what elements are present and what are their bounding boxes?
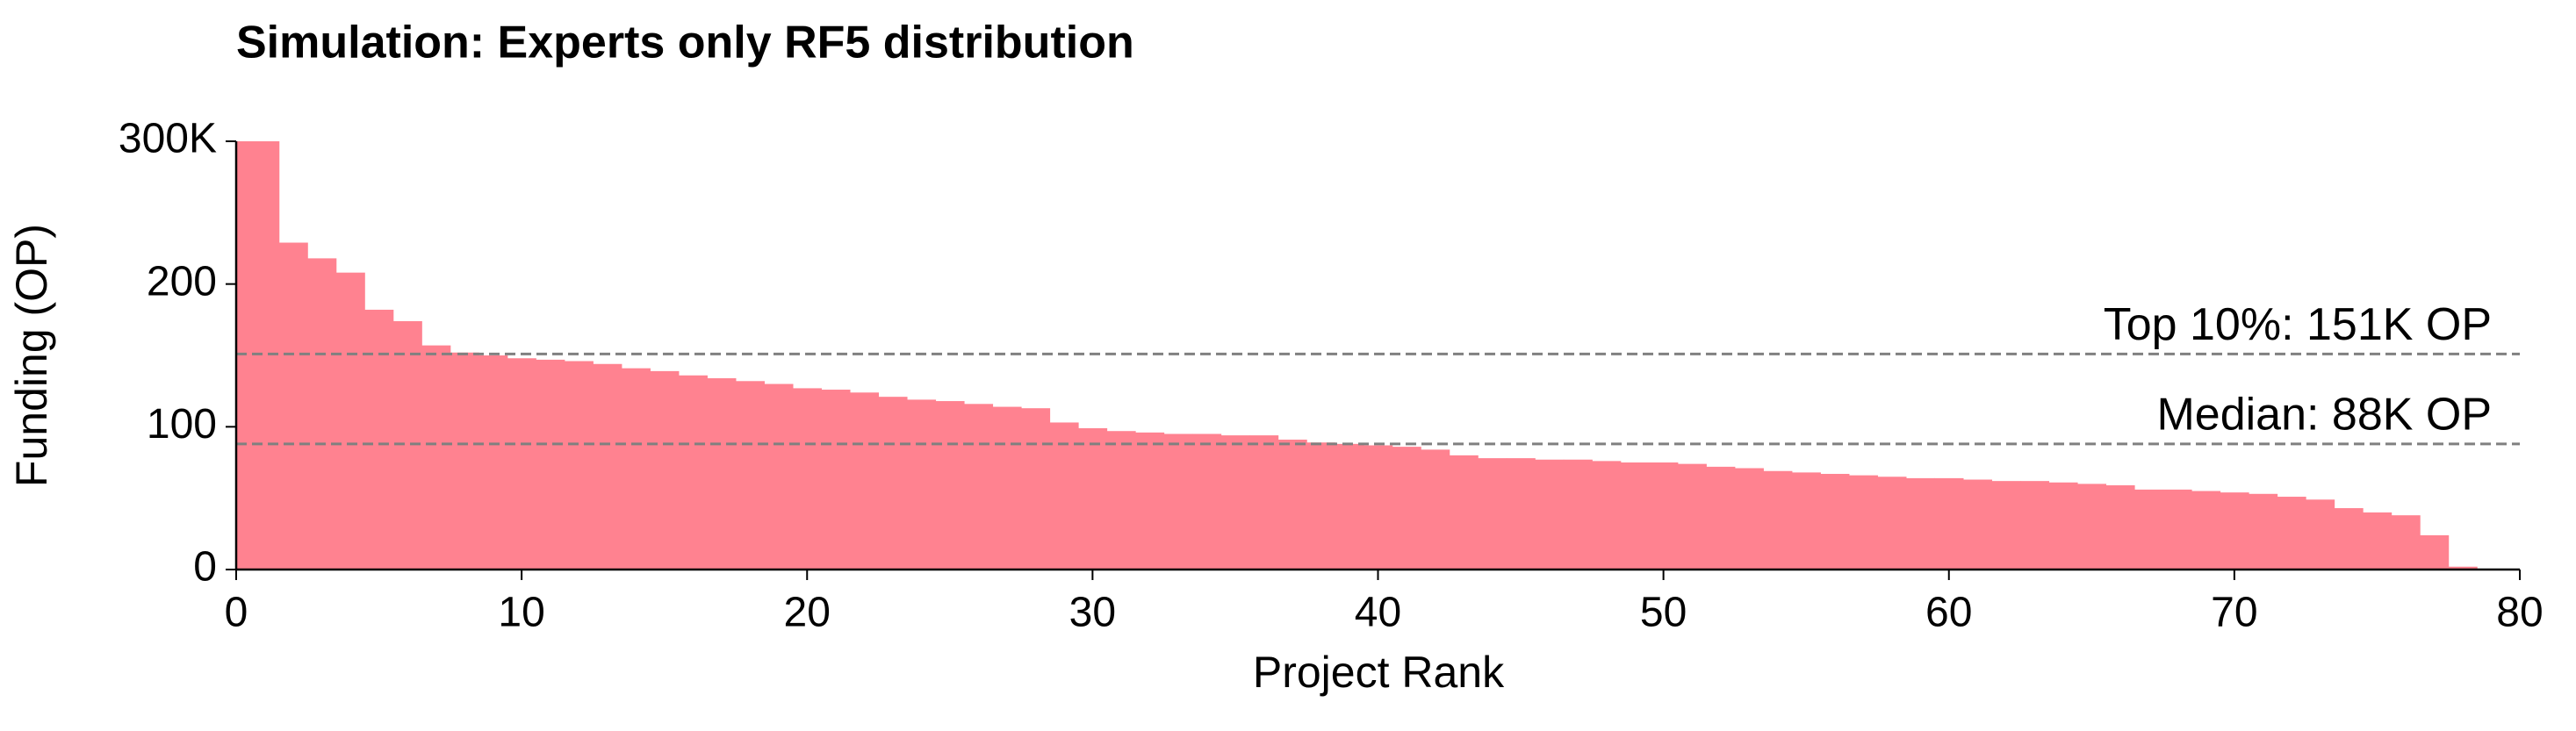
bar bbox=[564, 361, 594, 570]
bar bbox=[2249, 493, 2278, 570]
bar bbox=[1078, 427, 1108, 570]
reference-label: Top 10%: 151K OP bbox=[2104, 299, 2492, 350]
y-axis-label: Funding (OP) bbox=[7, 224, 56, 487]
bar bbox=[2134, 489, 2164, 570]
bar bbox=[2105, 485, 2135, 570]
bar bbox=[850, 392, 880, 570]
bar bbox=[1192, 434, 1222, 570]
y-tick-label: 200 bbox=[147, 258, 217, 305]
x-tick-label: 0 bbox=[225, 590, 248, 636]
bar bbox=[1449, 455, 1479, 570]
bar bbox=[878, 397, 908, 570]
bar bbox=[1734, 468, 1764, 570]
bar bbox=[1364, 445, 1393, 570]
bar bbox=[1563, 459, 1593, 570]
bar bbox=[2334, 508, 2364, 570]
y-tick-label: 100 bbox=[147, 401, 217, 448]
bar bbox=[1649, 462, 1679, 570]
bar bbox=[479, 355, 508, 570]
bar bbox=[1163, 434, 1193, 570]
x-tick-label: 60 bbox=[1925, 590, 1972, 636]
x-tick-label: 50 bbox=[1640, 590, 1687, 636]
reference-label: Median: 88K OP bbox=[2156, 390, 2492, 441]
bar bbox=[536, 359, 565, 570]
bar bbox=[2448, 566, 2478, 570]
bar bbox=[707, 378, 737, 570]
bar bbox=[364, 309, 394, 570]
bar bbox=[2306, 499, 2335, 570]
x-tick-label: 10 bbox=[498, 590, 544, 636]
bar bbox=[2048, 482, 2078, 570]
bar bbox=[1706, 466, 1736, 570]
bar bbox=[392, 320, 422, 570]
bar bbox=[2020, 481, 2050, 570]
bar bbox=[678, 375, 708, 570]
bar bbox=[1506, 458, 1536, 570]
bar bbox=[764, 383, 794, 570]
x-tick-label: 30 bbox=[1069, 590, 1116, 636]
bar bbox=[450, 352, 479, 570]
bar bbox=[992, 406, 1022, 570]
bar bbox=[278, 242, 308, 570]
bar bbox=[2391, 515, 2421, 570]
bar bbox=[1306, 442, 1336, 570]
bar bbox=[1478, 458, 1507, 570]
x-tick-label: 40 bbox=[1355, 590, 1401, 636]
bar bbox=[2420, 534, 2450, 570]
bar bbox=[507, 358, 536, 570]
bar bbox=[792, 388, 823, 570]
bar bbox=[1392, 447, 1421, 570]
bar bbox=[1848, 475, 1878, 570]
bar bbox=[1135, 432, 1165, 570]
bar bbox=[1421, 449, 1450, 570]
bar bbox=[1021, 408, 1051, 570]
bar bbox=[307, 258, 337, 570]
bar bbox=[2077, 484, 2107, 570]
x-axis-label: Project Rank bbox=[1253, 648, 1505, 697]
bar bbox=[2162, 489, 2192, 570]
y-tick-label: 300K bbox=[119, 116, 217, 162]
bar bbox=[1620, 462, 1650, 570]
bar bbox=[2220, 492, 2249, 570]
bar bbox=[2277, 497, 2306, 570]
x-tick-label: 80 bbox=[2496, 590, 2543, 636]
bar bbox=[1791, 472, 1821, 570]
bar bbox=[1991, 481, 2021, 570]
bar bbox=[964, 404, 994, 570]
bar bbox=[1535, 459, 1565, 570]
bar bbox=[1106, 431, 1136, 570]
bar bbox=[621, 368, 651, 570]
bar bbox=[593, 363, 622, 570]
chart-title: Simulation: Experts only RF5 distributio… bbox=[236, 18, 1134, 68]
bar bbox=[735, 381, 765, 570]
bar bbox=[1963, 479, 1993, 570]
x-tick-label: 20 bbox=[784, 590, 831, 636]
bar bbox=[1249, 435, 1279, 570]
bar bbox=[1763, 470, 1793, 570]
y-tick-label: 0 bbox=[193, 544, 217, 591]
bar bbox=[1335, 443, 1364, 570]
bar bbox=[335, 272, 365, 570]
bar bbox=[1592, 461, 1622, 570]
bar bbox=[1220, 435, 1250, 570]
bar bbox=[1877, 477, 1907, 570]
bar bbox=[1905, 477, 1935, 570]
bar bbox=[1049, 422, 1079, 570]
bar bbox=[935, 401, 965, 570]
bar bbox=[2363, 512, 2393, 570]
bar bbox=[1677, 463, 1707, 570]
bar bbox=[650, 370, 680, 570]
x-tick-label: 70 bbox=[2211, 590, 2257, 636]
bar bbox=[1934, 477, 1964, 570]
bar bbox=[236, 141, 251, 570]
bar bbox=[1820, 474, 1850, 570]
bar bbox=[907, 399, 937, 570]
bar bbox=[2191, 491, 2221, 570]
bar bbox=[421, 345, 451, 570]
bar bbox=[821, 390, 851, 570]
bar bbox=[1277, 439, 1307, 570]
bar bbox=[250, 141, 280, 570]
